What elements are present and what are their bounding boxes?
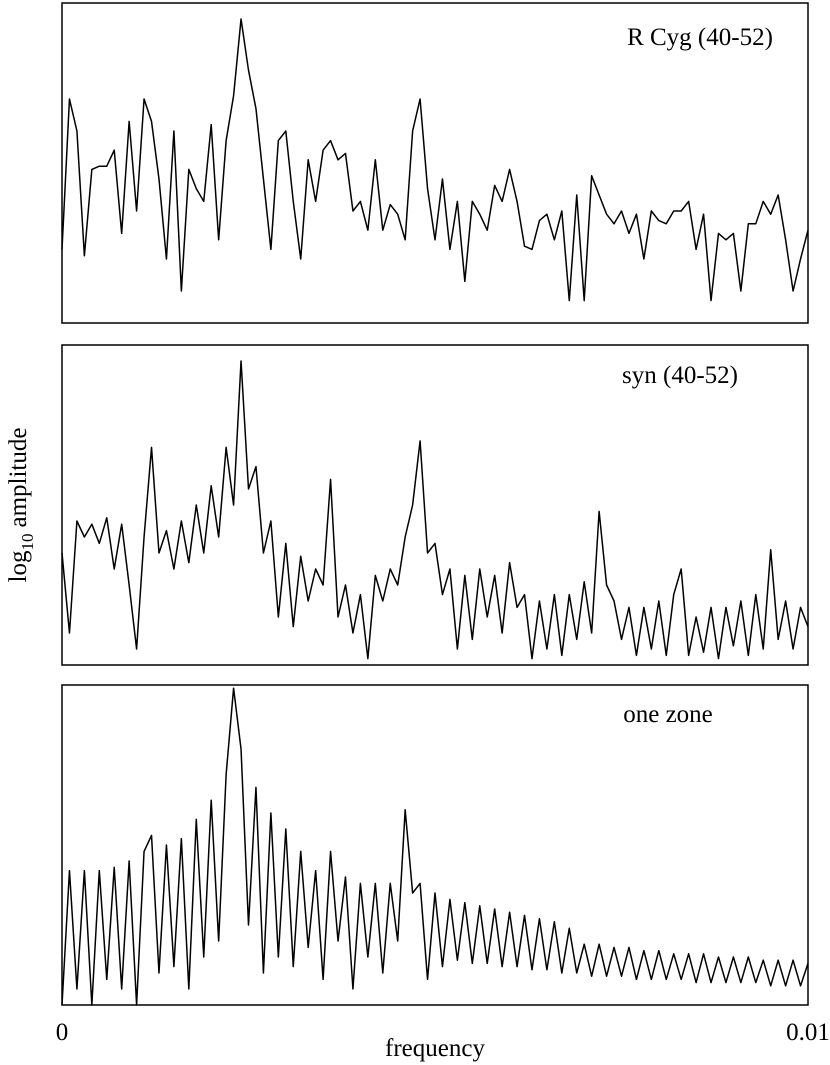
annotation: one zone [623,701,713,728]
y-label-part: amplitude [5,428,32,528]
annotation: R Cyg (40-52) [627,24,773,51]
spectrum-line [61,360,809,660]
panel-frame [61,344,809,666]
spectrum-line [61,687,809,1006]
y-label-subscript: 10 [18,534,37,551]
x-axis-label: frequency [385,1035,485,1062]
x-tick-label: 0 [56,1019,69,1046]
x-tick-label: 0.01 [786,1019,830,1046]
y-axis-label: log10 amplitude [5,428,37,583]
panel-frame [61,684,809,1006]
annotation: syn (40-52) [622,362,738,389]
spectrum-line [61,18,809,302]
y-label-part: log [5,550,32,582]
panel-frame [61,2,809,324]
